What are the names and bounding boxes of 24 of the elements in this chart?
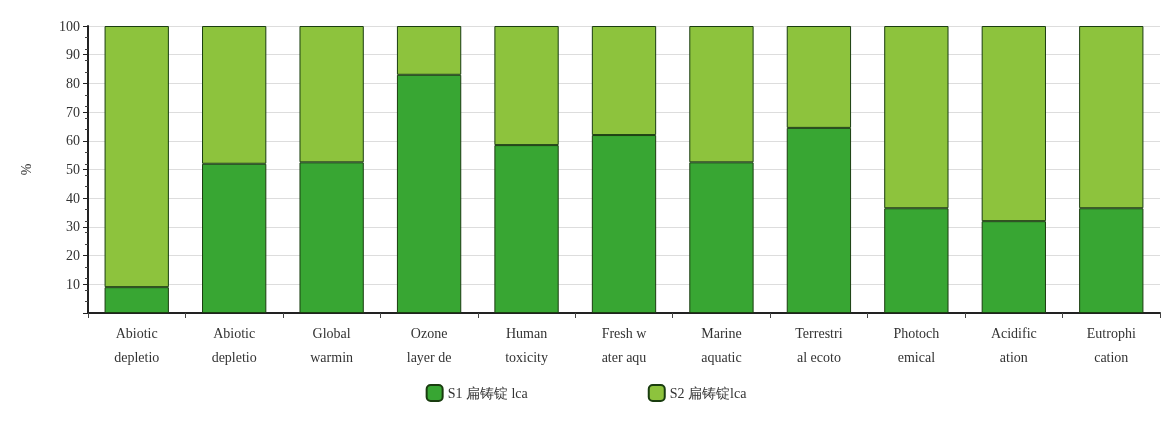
x-tick-label: Fresh w ater aqu [601,325,648,365]
y-tick-label: 60 [66,133,80,149]
x-tick-label: Marine aquatic [701,325,742,365]
x-tick-label: Terrestri al ecoto [795,325,843,365]
x-tick-label: Ozone layer de [406,325,452,365]
x-tick-label: Photoch emical [893,325,940,365]
y-tick-label: 80 [66,75,80,91]
y-tick-label: 90 [66,47,80,63]
y-axis-title: % [18,163,34,176]
x-tick-label: Abiotic depletio [211,325,257,365]
x-tick-label: Eutrophi cation [1086,325,1136,365]
x-tick-label: Abiotic depletio [114,325,160,365]
y-tick-label: 10 [66,276,80,292]
y-tick-label: 50 [66,162,80,177]
legend-label: S1 扁铸锭 lca [447,385,529,401]
legend-label: S2 扁铸锭lca [669,385,748,401]
y-tick-label: 40 [66,190,80,206]
y-tick-label: 20 [66,248,80,264]
x-tick-label: Global warmin [310,325,354,365]
x-tick-label: Human toxicity [505,325,548,365]
x-tick-label: Acidific ation [990,325,1037,365]
y-tick-label: 30 [66,219,80,235]
y-tick-label: 100 [59,18,80,34]
y-tick-label: 70 [66,104,80,120]
